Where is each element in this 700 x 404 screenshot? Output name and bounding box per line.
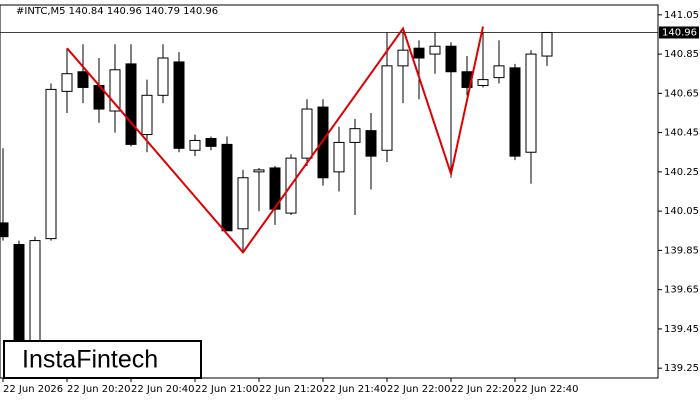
y-tick-label: 139.25 [664,363,699,374]
candle-body [349,128,361,143]
candle-body [189,139,201,151]
candle-body [221,143,233,232]
y-tick-label: 141.05 [664,10,699,21]
x-tick-label: 22 Jun 21:00 [195,384,259,395]
candle-body [157,57,169,96]
x-tick-label: 22 Jun 21:20 [259,384,323,395]
candle-body [29,240,41,378]
candle-body [253,169,265,173]
candle-body [0,222,9,238]
candle-body [125,63,137,145]
candle-body [365,130,377,157]
logo-box [3,340,202,379]
candle-body [509,67,521,157]
y-tick-label: 140.65 [664,88,699,99]
candle-body [333,141,345,173]
x-tick-label: 22 Jun 20:40 [131,384,195,395]
y-tick-label: 139.45 [664,324,699,335]
x-tick-label: 22 Jun 22:20 [451,384,515,395]
x-tick-label: 22 Jun 2026 [3,384,63,395]
plot [0,26,658,378]
y-tick-label: 140.25 [664,167,699,178]
candle-body [141,94,153,136]
price-label: 140.96 [662,27,697,38]
pattern-line [66,26,484,254]
logo: InstaFintech [22,346,158,374]
price-label-bg [659,26,699,39]
chart-title: #INTC,M5 140.84 140.96 140.79 140.96 [16,6,218,17]
candle-body [317,106,329,179]
candle-body [173,61,185,149]
axis: 141.05 140.85 140.65 140.45 140.25 140.05 139.… [2,10,699,395]
x-tick-label: 22 Jun 20:20 [67,384,131,395]
candle-body [413,47,425,59]
candle-body [381,65,393,151]
y-tick-label: 139.85 [664,245,699,256]
candle-body [397,49,409,67]
candle-body [205,137,217,147]
candle-body [493,65,505,79]
candle-body [301,108,313,159]
candle-body [525,53,537,153]
y-tick-label: 140.85 [664,49,699,60]
candle-body [541,31,553,57]
candle-body [109,69,121,112]
candle-body [45,88,57,240]
x-tick-label: 22 Jun 21:40 [323,384,387,395]
candle-body [13,244,25,378]
x-tick-label: 22 Jun 22:40 [515,384,579,395]
plot-frame [0,4,659,379]
candle-body [429,45,441,55]
y-tick-label: 139.65 [664,285,699,296]
candle-body [445,45,457,73]
candle-body [237,177,249,230]
y-tick-label: 140.05 [664,206,699,217]
candle-body [477,79,489,86]
y-tick-label: 140.45 [664,128,699,139]
candle-body [61,73,73,92]
x-tick-label: 22 Jun 22:00 [387,384,451,395]
candle-body [77,71,89,88]
